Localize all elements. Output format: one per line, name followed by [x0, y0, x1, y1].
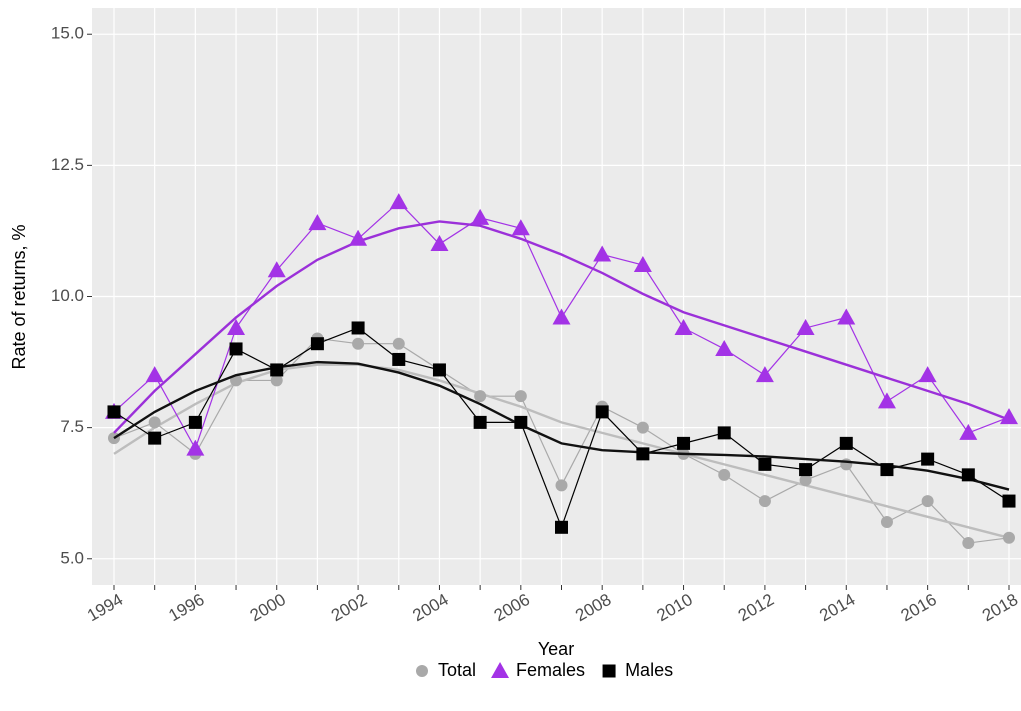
- point: [310, 337, 324, 351]
- point: [229, 342, 243, 356]
- point: [918, 366, 937, 383]
- point: [799, 463, 813, 477]
- x-axis-title: Year: [538, 639, 574, 659]
- point: [921, 495, 934, 508]
- point: [352, 337, 365, 350]
- point: [416, 665, 428, 677]
- point: [514, 390, 527, 403]
- point: [636, 421, 649, 434]
- x-tick-label: 2004: [409, 590, 451, 625]
- x-tick-label: 2010: [654, 590, 696, 625]
- point: [636, 447, 650, 461]
- y-tick-label: 15.0: [51, 24, 84, 43]
- point: [148, 416, 161, 429]
- legend-item: Total: [416, 660, 476, 680]
- point: [633, 256, 652, 273]
- y-axis-title: Rate of returns, %: [9, 224, 29, 369]
- point: [392, 337, 405, 350]
- point: [270, 363, 284, 377]
- point: [511, 219, 530, 236]
- point: [961, 468, 975, 482]
- y-tick-label: 10.0: [51, 286, 84, 305]
- x-tick-label: 2006: [491, 590, 533, 625]
- point: [758, 495, 771, 508]
- trend-line: [113, 363, 1010, 539]
- point: [186, 439, 205, 456]
- x-tick-label: 2000: [247, 590, 289, 625]
- point: [959, 423, 978, 440]
- point: [188, 415, 202, 429]
- point: [1000, 408, 1018, 425]
- point: [877, 392, 896, 409]
- point: [839, 436, 853, 450]
- point: [595, 405, 609, 419]
- point: [349, 229, 368, 246]
- point: [717, 426, 731, 440]
- point: [1003, 531, 1015, 544]
- point: [602, 664, 616, 678]
- point: [880, 463, 894, 477]
- y-tick-label: 7.5: [60, 417, 84, 436]
- point: [145, 366, 164, 383]
- y-tick-label: 12.5: [51, 155, 84, 174]
- point: [715, 339, 734, 356]
- point: [270, 374, 283, 387]
- legend-label: Females: [516, 660, 585, 680]
- legend-item: Males: [602, 660, 673, 680]
- point: [491, 662, 510, 678]
- x-tick-label: 2012: [735, 590, 777, 625]
- trend-line: [113, 220, 1010, 434]
- legend-label: Total: [438, 660, 476, 680]
- point: [718, 468, 731, 481]
- point: [880, 516, 893, 529]
- legend-label: Males: [625, 660, 673, 680]
- x-tick-label: 2014: [816, 590, 858, 625]
- trend-line: [113, 360, 1010, 491]
- y-tick-label: 5.0: [60, 548, 84, 567]
- point: [430, 235, 449, 252]
- point: [148, 431, 162, 445]
- point: [514, 415, 528, 429]
- point: [962, 537, 975, 550]
- point: [432, 363, 446, 377]
- point: [392, 352, 406, 366]
- x-tick-label: 2018: [979, 590, 1021, 625]
- point: [837, 308, 856, 325]
- point: [107, 405, 121, 419]
- x-tick-label: 1994: [84, 590, 126, 625]
- point: [474, 390, 487, 403]
- x-tick-label: 2002: [328, 590, 370, 625]
- point: [351, 321, 365, 335]
- x-tick-label: 1996: [165, 590, 207, 625]
- x-tick-label: 2008: [572, 590, 614, 625]
- point: [840, 458, 853, 471]
- x-tick-label: 2016: [898, 590, 940, 625]
- point: [267, 261, 286, 278]
- point: [1002, 494, 1016, 508]
- point: [552, 308, 571, 325]
- point: [674, 318, 693, 335]
- point: [555, 520, 568, 534]
- point: [473, 415, 487, 429]
- point: [799, 474, 812, 487]
- point: [758, 457, 772, 471]
- point: [677, 436, 691, 450]
- point: [921, 452, 935, 466]
- point: [308, 214, 327, 231]
- point: [755, 366, 774, 383]
- point: [593, 245, 612, 262]
- legend-item: Females: [491, 660, 585, 680]
- point: [555, 479, 568, 492]
- point: [796, 318, 815, 335]
- point: [227, 318, 246, 335]
- point: [389, 193, 408, 210]
- point: [471, 208, 490, 225]
